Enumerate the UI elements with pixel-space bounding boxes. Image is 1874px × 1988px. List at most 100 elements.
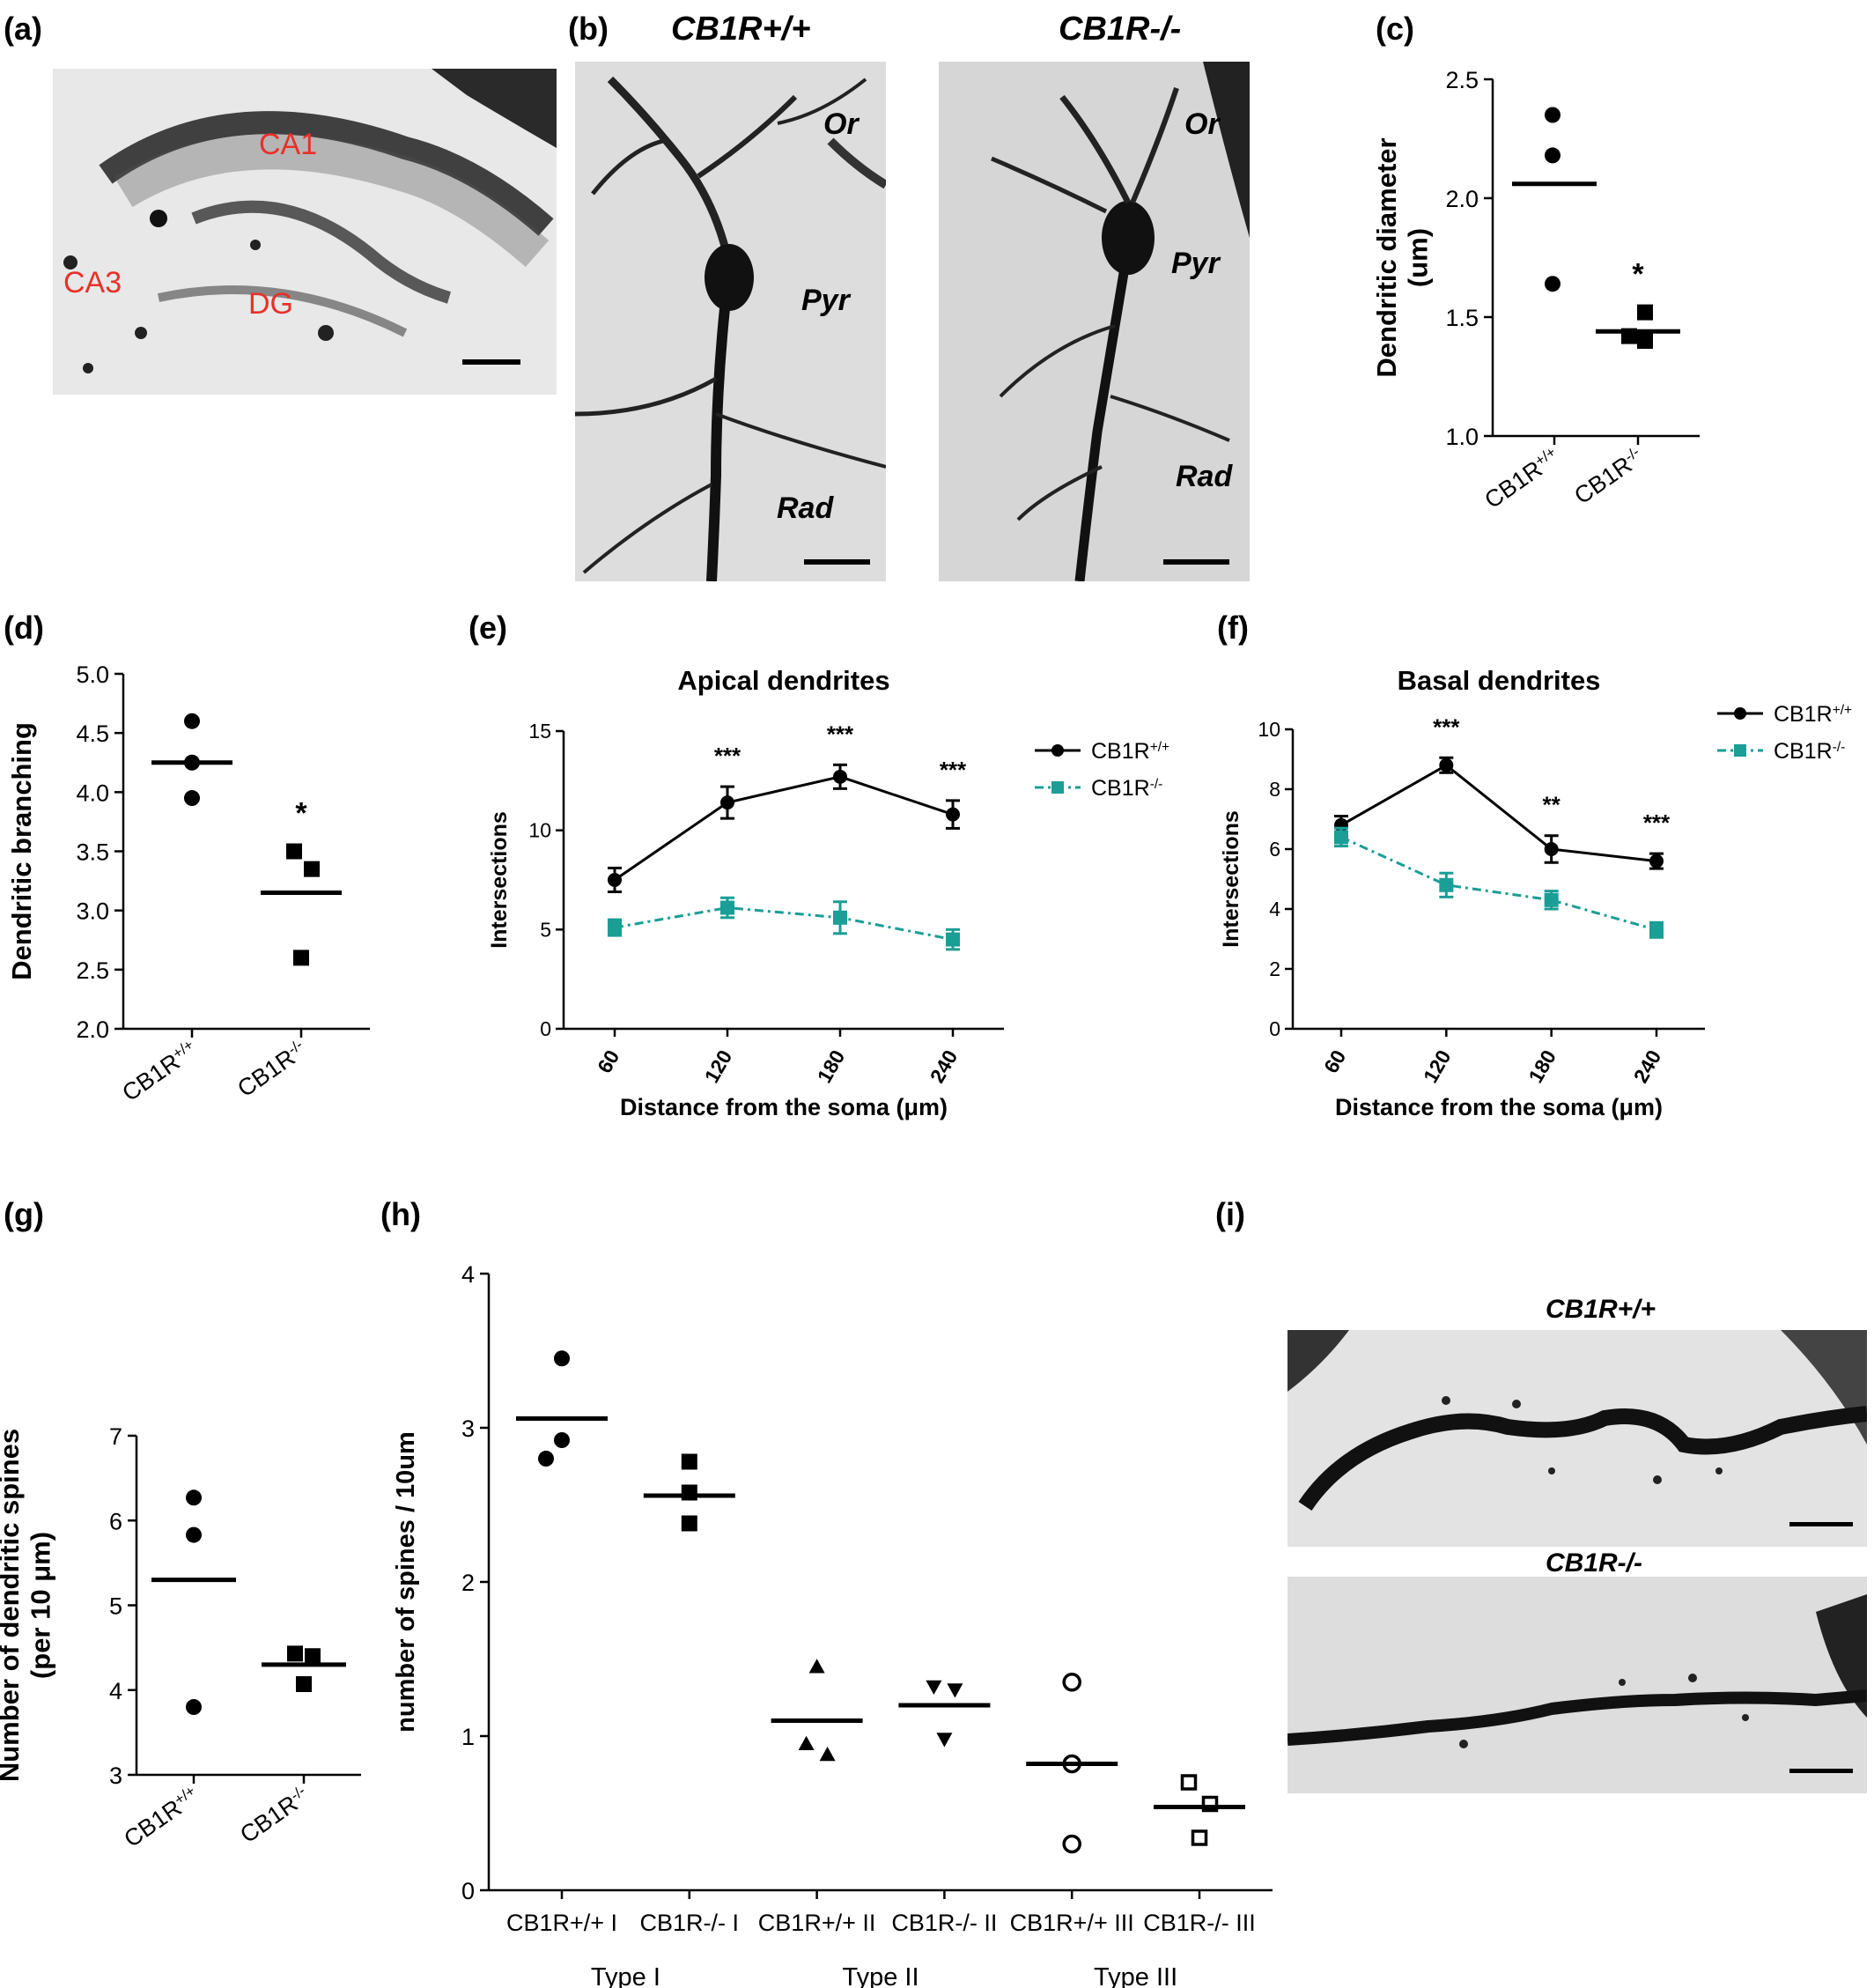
data-point: [186, 1699, 202, 1715]
chart-svg: Basal dendrites 0 2 4 6 8 10 60 120 180 240 Distanc…: [1219, 665, 1852, 1120]
legend-marker: [1734, 744, 1746, 757]
panel-b-left-rad-label: Rad: [777, 491, 834, 525]
significance-marker: ***: [940, 757, 967, 783]
x-tick-label: CB1R-/- I: [640, 1910, 740, 1936]
data-point: [293, 950, 309, 966]
x-tick-label-group: CB1R+/+: [119, 1782, 203, 1852]
hippocampus-micrograph: [53, 69, 557, 395]
panel-e-apical-dendrites-chart: Apical dendrites 0 5 10 15 60 120 180 240 Distanc…: [476, 652, 1180, 1145]
panel-b-left-header-text: CB1R+/+: [671, 11, 811, 48]
significance-marker: ***: [827, 721, 854, 747]
data-point: [1439, 877, 1454, 892]
data-point: [833, 910, 847, 925]
y-tick-label: 1: [461, 1724, 475, 1750]
series-line: [614, 906, 954, 942]
panel-h-spine-types-chart: 0 1 2 3 4 CB1R+/+ I CB1R-/- I CB1R+/+ II CB1R-/-…: [379, 1233, 1277, 1988]
data-point: [184, 790, 200, 807]
data-point: [1544, 842, 1559, 856]
data-point: [681, 1515, 697, 1532]
knockout-neuron-micrograph: [939, 62, 1250, 581]
wildtype-neuron-micrograph: [575, 62, 886, 581]
x-tick-label: CB1R+/+: [119, 1782, 203, 1852]
panel-i-bottom-header: CB1R-/-: [1546, 1548, 1642, 1578]
data-point: [936, 1733, 953, 1748]
chart-svg: 3 4 5 6 7 CB1R+/+ CB1R-/- Number of dendritic s…: [0, 1423, 361, 1852]
panel-b-left-header: CB1R+/+: [671, 11, 810, 48]
panel-b-right-header: CB1R-/-: [1059, 11, 1181, 48]
x-tick-label-group: CB1R-/-: [1569, 443, 1642, 509]
x-tick-label: CB1R-/-: [232, 1036, 311, 1102]
y-axis-label: number of spines / 10um: [392, 1431, 420, 1733]
x-tick-label: CB1R-/- II: [891, 1910, 997, 1936]
panel-f-basal-dendrites-chart: Basal dendrites 0 2 4 6 8 10 60 120 180 240 Distanc…: [1206, 652, 1874, 1145]
data-point: [926, 1680, 942, 1695]
panel-label-h: (h): [380, 1196, 421, 1232]
significance-marker: ***: [714, 743, 741, 769]
data-point: [819, 1747, 836, 1762]
y-tick-label: 5.0: [76, 661, 109, 688]
significance-marker: *: [1632, 258, 1644, 292]
x-tick-label-group: CB1R+/+: [117, 1036, 196, 1106]
knockout-spine-micrograph: [1287, 1577, 1867, 1793]
significance-marker: *: [295, 797, 307, 831]
y-tick-label: 10: [1258, 718, 1280, 741]
y-tick-label: 2.5: [76, 957, 109, 984]
chart-svg: 2.0 2.5 3.0 3.5 4.0 4.5 5.0 CB1R+/+ CB1R-/- Dendr…: [6, 661, 370, 1106]
panel-label-e: (e): [468, 610, 507, 646]
data-point: [1545, 107, 1560, 123]
y-tick-label: 15: [528, 720, 551, 743]
data-point: [1334, 830, 1348, 845]
panel-label-c: (c): [1376, 11, 1414, 47]
panel-c-dendritic-diameter-chart: 1.0 1.5 2.0 2.5 CB1R+/+ CB1R-/- Dendritic diam…: [1371, 62, 1744, 564]
data-point: [1191, 1829, 1208, 1846]
x-axis-label: Distance from the soma (μm): [1335, 1094, 1663, 1120]
data-point: [304, 861, 320, 877]
y-tick-label: 6: [1269, 838, 1280, 861]
dg-label: DG: [248, 287, 293, 321]
y-tick-label: 2: [461, 1570, 475, 1596]
data-point: [1180, 1774, 1198, 1791]
x-tick-label: CB1R+/+: [1479, 443, 1564, 514]
panel-label-b: (b): [568, 11, 609, 47]
x-tick-label: 60: [1319, 1046, 1350, 1077]
x-group-label: Type III: [1094, 1963, 1177, 1988]
y-tick-label: 4.0: [76, 780, 109, 806]
data-point: [681, 1453, 697, 1470]
data-point: [946, 807, 960, 822]
data-point: [186, 1489, 202, 1506]
legend-label: CB1R-/-: [1774, 739, 1845, 764]
panel-label-i: (i): [1215, 1196, 1245, 1232]
data-point: [1439, 758, 1454, 772]
data-point: [305, 1648, 321, 1665]
data-point: [554, 1432, 570, 1448]
x-tick-label: CB1R+/+ II: [758, 1910, 876, 1936]
panel-b-right-rad-label: Rad: [1176, 460, 1233, 493]
data-point: [287, 1645, 303, 1662]
data-point: [554, 1350, 570, 1367]
y-tick-label: 7: [109, 1423, 122, 1450]
series-line: [614, 775, 954, 882]
data-point: [833, 769, 847, 784]
data-point: [1649, 922, 1664, 937]
panel-d-dendritic-branching-chart: 2.0 2.5 3.0 3.5 4.0 4.5 5.0 CB1R+/+ CB1R-/- Dendr…: [0, 652, 405, 1145]
x-group-label: Type II: [842, 1963, 919, 1988]
panel-label-d: (d): [4, 610, 44, 646]
x-tick-label-group: CB1R-/-: [232, 1036, 311, 1102]
y-tick-label: 3.0: [76, 898, 109, 925]
data-point: [720, 900, 734, 915]
data-point: [186, 1526, 202, 1543]
x-tick-label: 180: [1524, 1046, 1560, 1087]
panel-label-g: (g): [4, 1196, 44, 1232]
data-point: [286, 843, 302, 860]
y-tick-label: 8: [1269, 778, 1280, 801]
y-axis-label: Dendritic diameter(um): [1371, 137, 1434, 377]
data-point: [1062, 1673, 1081, 1692]
panel-i-top-header: CB1R+/+: [1546, 1295, 1656, 1325]
y-tick-label: 4: [109, 1678, 122, 1704]
x-axis-label: Distance from the soma (μm): [620, 1094, 948, 1120]
y-tick-label: 4.5: [76, 721, 109, 747]
panel-i-top-header-text: CB1R+/+: [1546, 1295, 1656, 1324]
data-point: [946, 932, 960, 947]
significance-marker: ***: [1643, 809, 1671, 836]
series-line: [1340, 836, 1657, 932]
